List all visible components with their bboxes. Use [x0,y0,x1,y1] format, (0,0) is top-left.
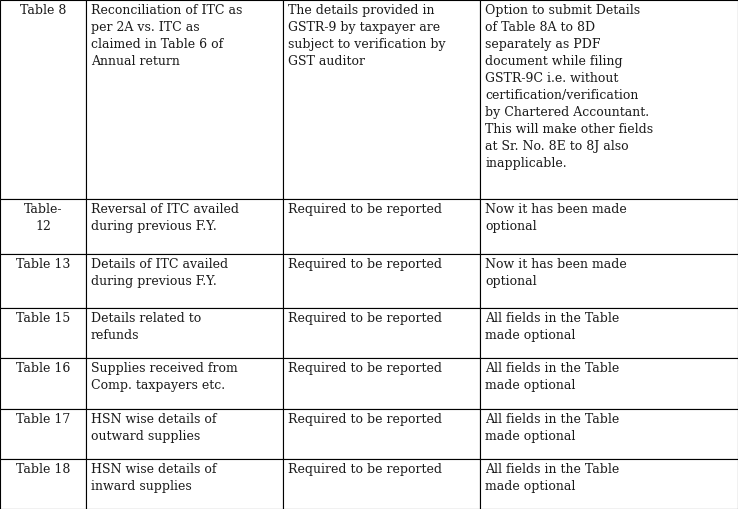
Text: All fields in the Table
made optional: All fields in the Table made optional [485,413,619,443]
Bar [283,253,480,308]
Bar [480,253,738,308]
Bar [480,358,738,409]
Text: All fields in the Table
made optional: All fields in the Table made optional [485,362,619,392]
Text: Required to be reported: Required to be reported [288,313,442,325]
Bar [0,199,86,253]
Text: Required to be reported: Required to be reported [288,463,442,476]
Bar [283,358,480,409]
Text: HSN wise details of
outward supplies: HSN wise details of outward supplies [91,413,216,443]
Bar [480,199,738,253]
Bar [86,308,283,358]
Bar [283,409,480,459]
Bar [0,308,86,358]
Bar [86,459,283,509]
Bar [283,199,480,253]
Bar [0,253,86,308]
Text: Required to be reported: Required to be reported [288,258,442,271]
Text: Table 18: Table 18 [15,463,70,476]
Bar [86,0,283,199]
Text: Now it has been made
optional: Now it has been made optional [485,203,627,233]
Text: Option to submit Details
of Table 8A to 8D
separately as PDF
document while fili: Option to submit Details of Table 8A to … [485,4,653,170]
Bar [283,0,480,199]
Text: Reconciliation of ITC as
per 2A vs. ITC as
claimed in Table 6 of
Annual return: Reconciliation of ITC as per 2A vs. ITC … [91,4,242,68]
Bar [283,459,480,509]
Text: Required to be reported: Required to be reported [288,413,442,426]
Text: Table 8: Table 8 [20,4,66,17]
Text: Table 17: Table 17 [15,413,70,426]
Text: Table 15: Table 15 [15,313,70,325]
Text: Required to be reported: Required to be reported [288,203,442,216]
Text: Details related to
refunds: Details related to refunds [91,313,201,343]
Bar [86,199,283,253]
Bar [0,459,86,509]
Text: Reversal of ITC availed
during previous F.Y.: Reversal of ITC availed during previous … [91,203,239,233]
Text: Table 16: Table 16 [15,362,70,376]
Text: Details of ITC availed
during previous F.Y.: Details of ITC availed during previous F… [91,258,228,288]
Bar [86,253,283,308]
Text: HSN wise details of
inward supplies: HSN wise details of inward supplies [91,463,216,493]
Bar [480,0,738,199]
Text: Required to be reported: Required to be reported [288,362,442,376]
Text: Table 13: Table 13 [15,258,70,271]
Bar [480,308,738,358]
Text: All fields in the Table
made optional: All fields in the Table made optional [485,463,619,493]
Bar [0,0,86,199]
Text: The details provided in
GSTR-9 by taxpayer are
subject to verification by
GST au: The details provided in GSTR-9 by taxpay… [288,4,446,68]
Text: Now it has been made
optional: Now it has been made optional [485,258,627,288]
Bar [86,358,283,409]
Bar [0,409,86,459]
Bar [480,409,738,459]
Text: Supplies received from
Comp. taxpayers etc.: Supplies received from Comp. taxpayers e… [91,362,238,392]
Text: Table-
12: Table- 12 [24,203,62,233]
Text: All fields in the Table
made optional: All fields in the Table made optional [485,313,619,343]
Bar [86,409,283,459]
Bar [0,358,86,409]
Bar [283,308,480,358]
Bar [480,459,738,509]
